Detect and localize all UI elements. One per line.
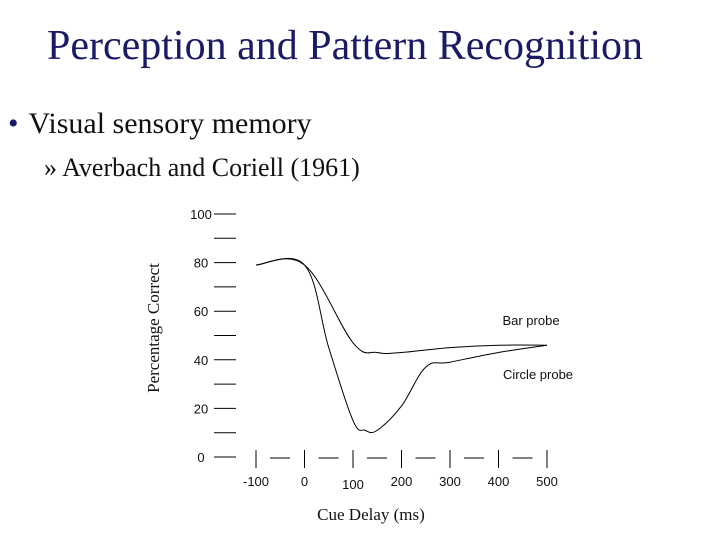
y-axis-title: Percentage Correct [144, 263, 163, 393]
y-tick-label: 60 [194, 304, 208, 319]
x-tick-label: 200 [391, 474, 413, 489]
y-tick-label: 100 [190, 207, 212, 222]
x-axis-title: Cue Delay (ms) [317, 505, 425, 524]
circle-probe-line [255, 257, 548, 434]
slide-title: Perception and Pattern Recognition [46, 23, 644, 69]
bullet-dot-icon: • [8, 107, 19, 140]
bar-probe-line [255, 258, 548, 355]
series-label: Bar probe [502, 313, 559, 328]
bullet-item: • Visual sensory memory [8, 107, 312, 141]
sub-bullet-item: » Averbach and Coriell (1961) [44, 153, 360, 183]
x-tick-label: 500 [536, 474, 558, 489]
y-tick-label: 20 [194, 401, 208, 416]
x-tick-label: -100 [243, 474, 269, 489]
y-tick-label: 0 [197, 450, 204, 465]
series-label: Circle probe [503, 367, 573, 382]
bullet-text: Visual sensory memory [28, 107, 312, 140]
series-group: Bar probe Circle probe [255, 257, 573, 434]
x-tick-label: 400 [488, 474, 510, 489]
x-tick-label: 0 [301, 474, 308, 489]
x-tick-label: 300 [439, 474, 461, 489]
x-tick-label: 100 [342, 477, 364, 492]
x-axis: -100 0 100 200 300 400 500 [243, 450, 558, 492]
sub-bullet-text: Averbach and Coriell (1961) [62, 153, 360, 182]
sub-bullet-marker-icon: » [44, 153, 63, 182]
y-axis: 0 20 40 60 80 100 [190, 207, 236, 465]
y-tick-label: 80 [194, 256, 208, 271]
y-tick-label: 40 [194, 353, 208, 368]
